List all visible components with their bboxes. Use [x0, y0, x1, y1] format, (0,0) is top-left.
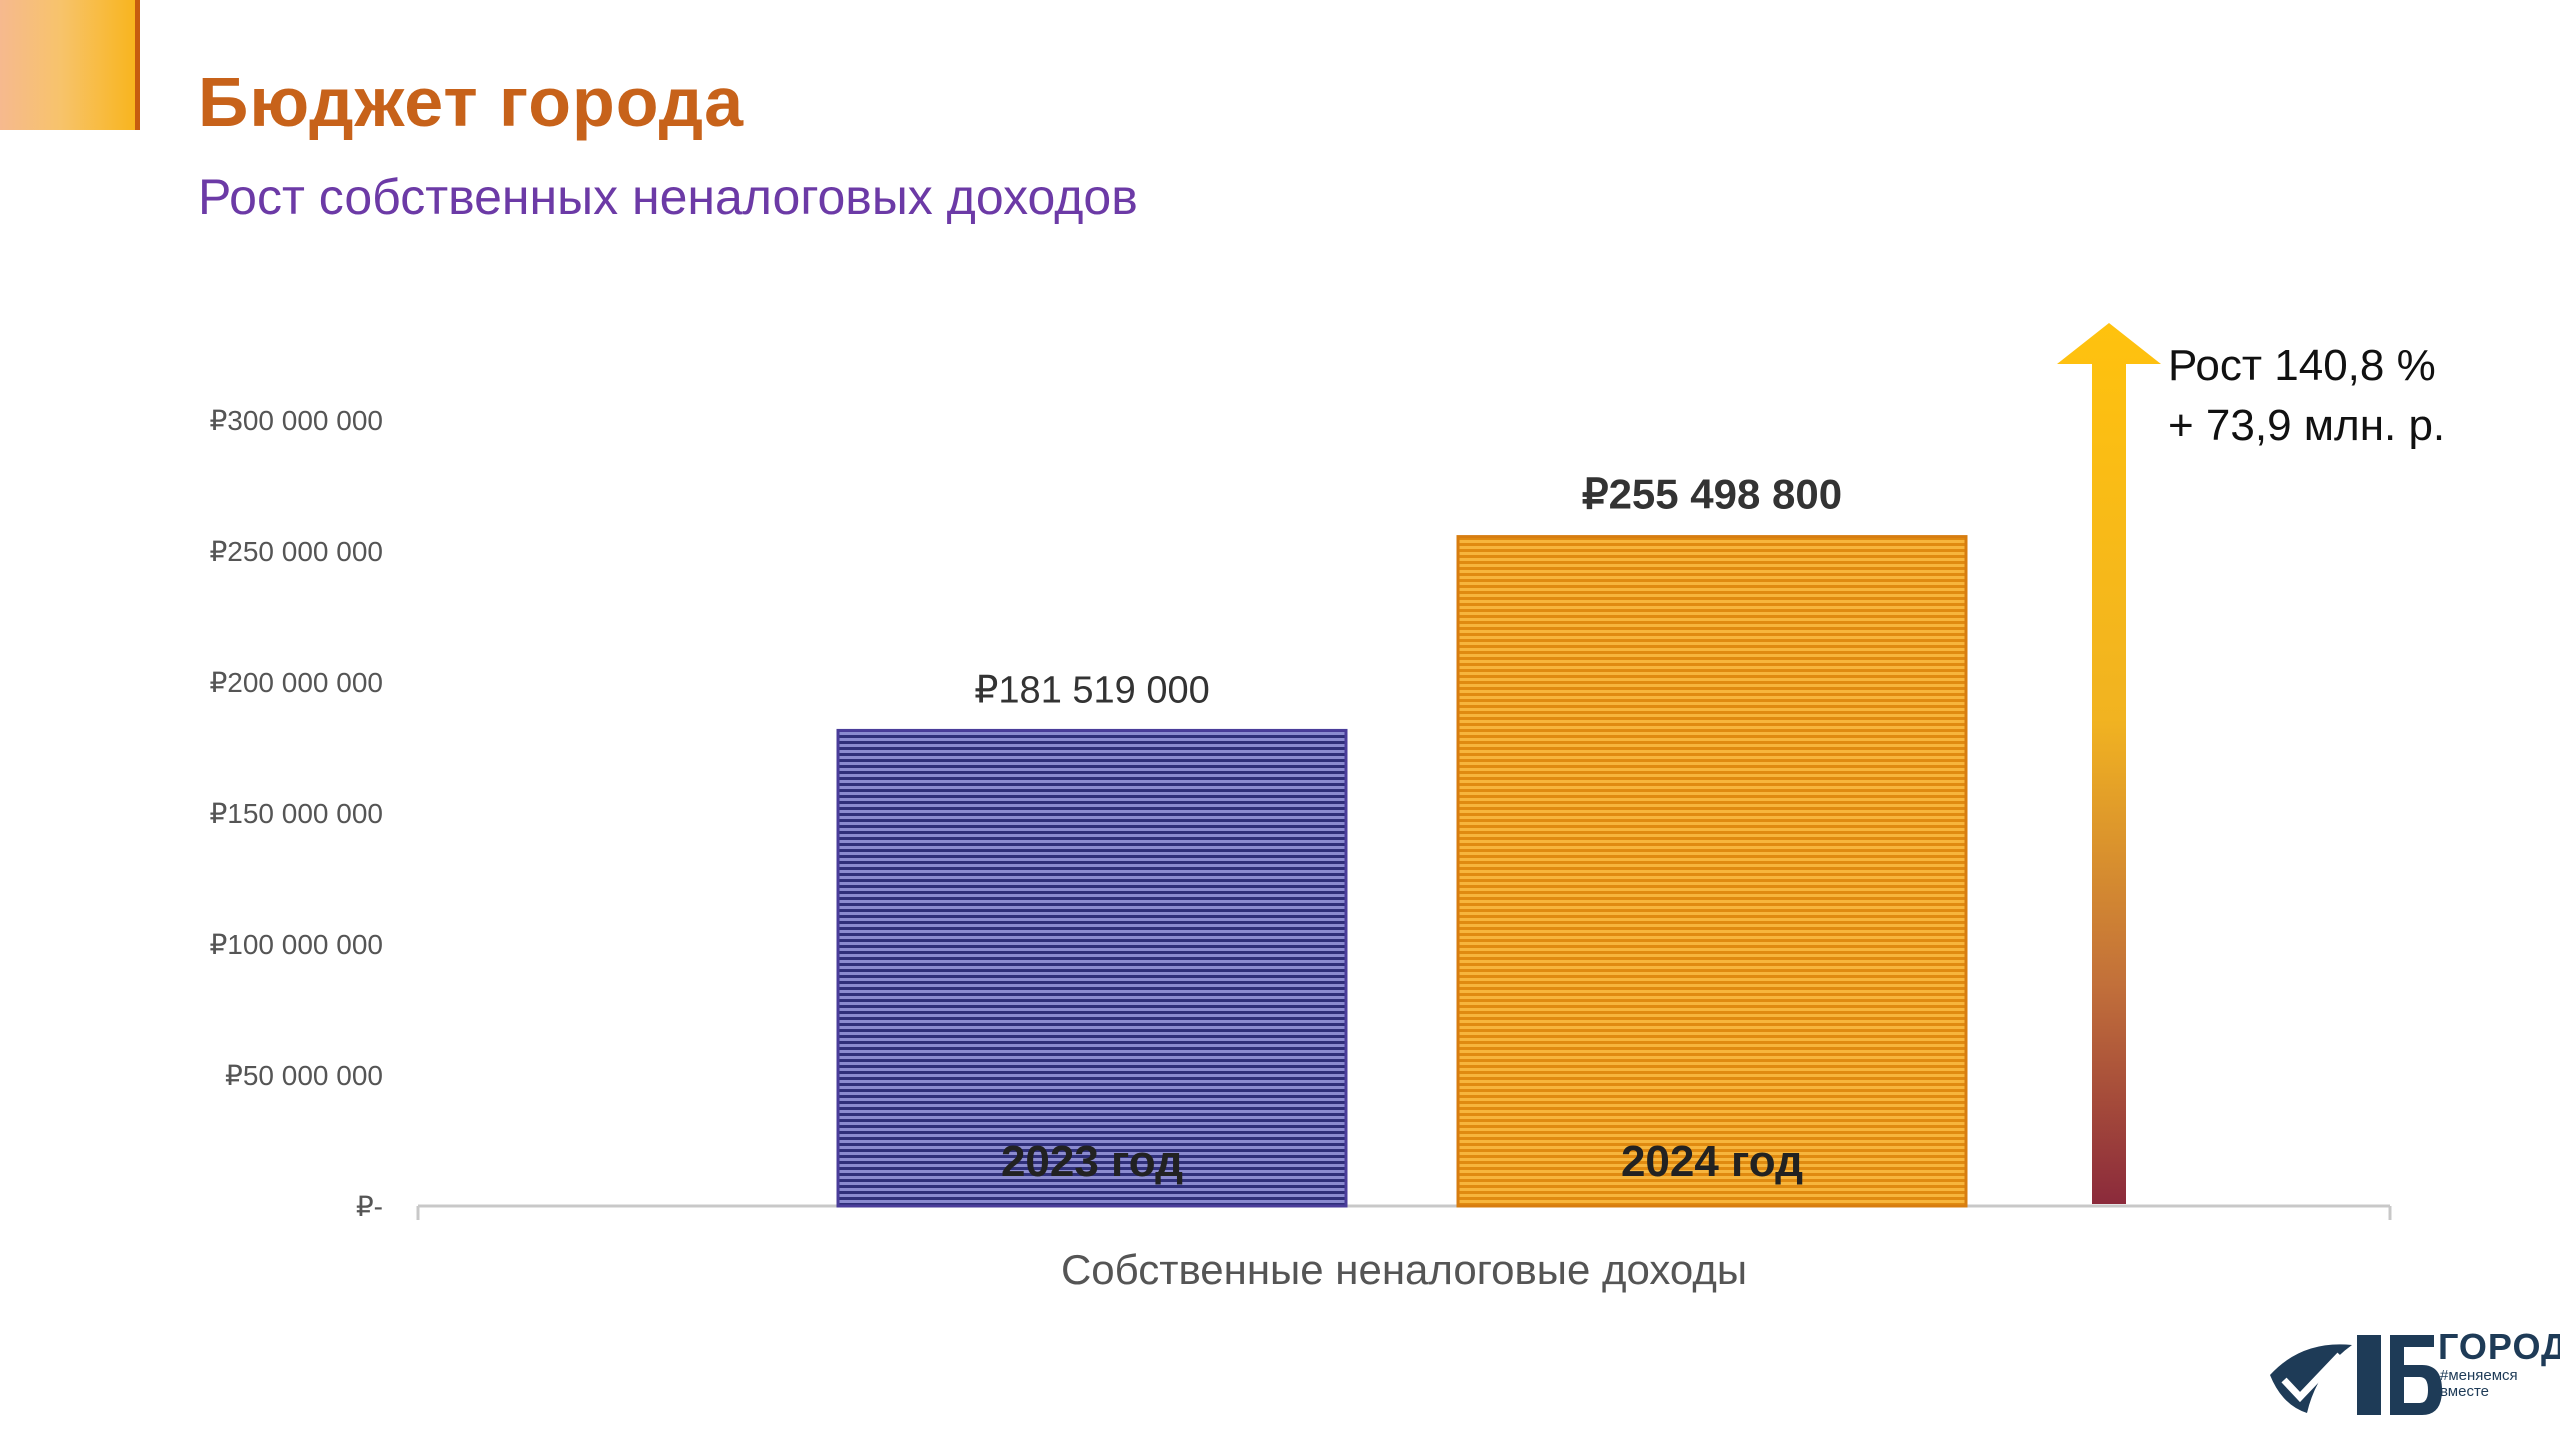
y-tick-label: ₽50 000 000	[225, 1060, 383, 1091]
y-tick-label: ₽100 000 000	[209, 929, 383, 960]
y-tick-label: ₽300 000 000	[209, 405, 383, 436]
growth-percent: Рост 140,8 %	[2168, 341, 2436, 390]
axis-layer: ₽- ₽50 000 000 ₽100 000 000 ₽150 000 000 ₽20…	[209, 405, 2392, 1293]
y-tick-label: ₽-	[356, 1191, 383, 1222]
bars-layer	[836, 535, 1968, 1208]
corner-accent-rule	[135, 0, 140, 130]
growth-amount: + 73,9 млн. р.	[2168, 401, 2446, 450]
logo-wordmark: ГОРОД	[2438, 1326, 2560, 1367]
y-tick-label: ₽250 000 000	[209, 536, 383, 567]
page-title: Бюджет города	[198, 63, 744, 141]
growth-arrow-icon	[2057, 323, 2161, 1204]
data-label: ₽255 498 800	[1582, 471, 1842, 518]
labels-layer: ₽181 519 000 2023 год ₽255 498 800 2024 год	[974, 471, 1842, 1186]
y-tick-label: ₽200 000 000	[209, 667, 383, 698]
growth-annotation: Рост 140,8 % + 73,9 млн. р.	[2168, 336, 2445, 456]
x-axis-label: Собственные неналоговые доходы	[1061, 1246, 1747, 1293]
series-label: 2024 год	[1621, 1137, 1803, 1186]
bar-2023	[836, 728, 1348, 1208]
page-subtitle: Рост собственных неналоговых доходов	[198, 169, 1138, 225]
series-label: 2023 год	[1001, 1137, 1183, 1186]
data-label: ₽181 519 000	[974, 669, 1210, 711]
city-logo-icon	[2270, 1335, 2442, 1415]
logo-tagline: #меняемся вместе	[2440, 1367, 2518, 1400]
corner-accent-block	[0, 0, 135, 130]
y-tick-label: ₽150 000 000	[209, 798, 383, 829]
bar-2024	[1456, 535, 1968, 1208]
